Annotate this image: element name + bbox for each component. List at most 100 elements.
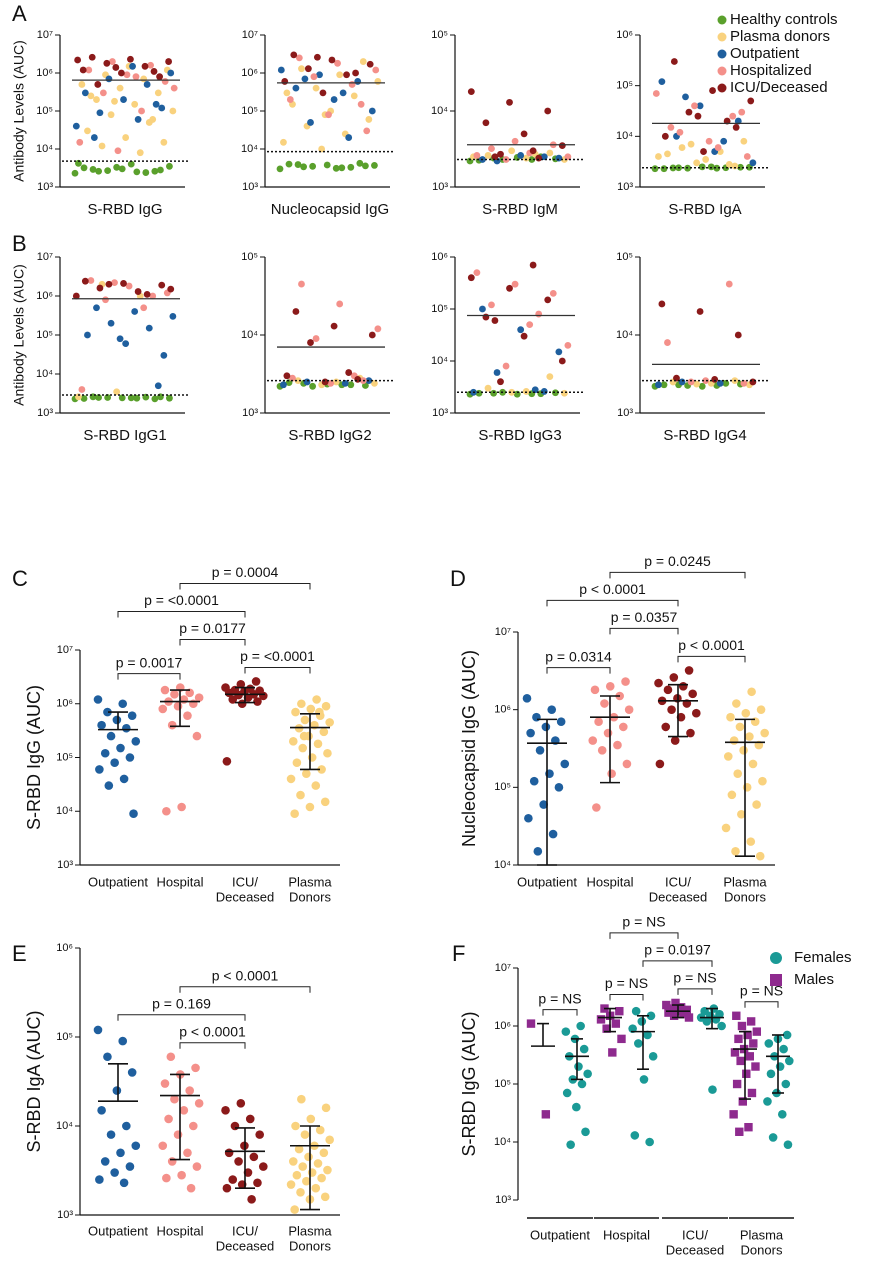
data-point bbox=[540, 153, 548, 161]
data-point bbox=[497, 150, 504, 158]
data-point bbox=[313, 1159, 323, 1168]
data-point bbox=[639, 1075, 649, 1084]
data-point bbox=[365, 116, 373, 123]
data-point bbox=[104, 394, 112, 401]
y-tick-label: 10⁵ bbox=[56, 1031, 73, 1043]
data-point bbox=[768, 1133, 778, 1142]
data-point bbox=[622, 759, 632, 769]
data-point bbox=[667, 124, 675, 131]
data-point bbox=[103, 707, 112, 717]
data-point bbox=[166, 1052, 176, 1062]
legend-label: Females bbox=[794, 949, 852, 966]
data-point bbox=[157, 166, 164, 174]
data-point bbox=[670, 736, 680, 745]
p-value-label: p = 0.0017 bbox=[116, 654, 183, 670]
bracket bbox=[546, 667, 611, 674]
data-point bbox=[547, 705, 557, 714]
data-point bbox=[705, 137, 713, 145]
data-point bbox=[317, 765, 326, 774]
data-point bbox=[118, 699, 128, 709]
data-point bbox=[602, 1024, 611, 1033]
data-point bbox=[102, 296, 109, 304]
data-point bbox=[506, 98, 513, 106]
data-point bbox=[574, 1062, 583, 1071]
data-point bbox=[579, 1044, 589, 1054]
data-point bbox=[147, 61, 154, 69]
data-point bbox=[179, 1106, 189, 1115]
x-tick-label: Plasma bbox=[740, 1227, 784, 1242]
data-point bbox=[747, 97, 755, 105]
data-point bbox=[112, 1086, 122, 1095]
legend-marker bbox=[717, 15, 727, 25]
data-point bbox=[676, 128, 684, 136]
data-point bbox=[281, 78, 289, 85]
bracket bbox=[642, 960, 713, 967]
data-point bbox=[228, 1175, 238, 1184]
data-point bbox=[737, 1021, 747, 1031]
data-point bbox=[313, 53, 321, 61]
data-point bbox=[162, 1173, 171, 1183]
data-point bbox=[473, 152, 481, 159]
data-point bbox=[132, 73, 140, 81]
data-point bbox=[619, 722, 628, 732]
legend-marker bbox=[717, 32, 727, 42]
data-point bbox=[320, 797, 330, 807]
data-point bbox=[94, 81, 102, 88]
data-point bbox=[711, 375, 719, 383]
data-point bbox=[319, 1148, 329, 1158]
data-point bbox=[371, 162, 378, 169]
data-point bbox=[167, 69, 175, 77]
data-point bbox=[288, 737, 298, 746]
data-point bbox=[149, 292, 157, 300]
data-point bbox=[319, 727, 329, 737]
data-point bbox=[325, 111, 332, 119]
data-point bbox=[658, 78, 666, 86]
y-tick-label: 10⁴ bbox=[36, 143, 53, 155]
data-point bbox=[696, 308, 704, 315]
data-point bbox=[255, 1130, 264, 1139]
p-value-label: p = NS bbox=[605, 975, 648, 991]
data-point bbox=[502, 362, 510, 370]
data-point bbox=[194, 1098, 204, 1108]
data-point bbox=[84, 127, 91, 135]
data-point bbox=[112, 64, 120, 71]
data-point bbox=[296, 790, 305, 800]
data-point bbox=[276, 165, 284, 173]
data-point bbox=[693, 380, 701, 388]
data-point bbox=[330, 96, 338, 103]
data-point bbox=[169, 312, 177, 320]
data-point bbox=[745, 732, 754, 741]
x-tick-label: Deceased bbox=[216, 1238, 275, 1253]
x-tick-label: Deceased bbox=[216, 889, 275, 904]
y-tick-label: 10⁴ bbox=[616, 130, 633, 142]
y-tick-label: 10⁶ bbox=[431, 251, 448, 263]
data-point bbox=[166, 162, 173, 170]
data-point bbox=[298, 1162, 308, 1171]
data-point bbox=[732, 1011, 741, 1020]
y-tick-label: 10⁶ bbox=[241, 67, 258, 79]
data-point bbox=[288, 1157, 298, 1166]
data-point bbox=[488, 145, 495, 153]
data-point bbox=[152, 100, 160, 108]
data-point bbox=[751, 1062, 760, 1071]
p-value-label: p < 0.0001 bbox=[179, 1023, 246, 1039]
data-point bbox=[164, 1114, 173, 1124]
y-axis-label: Antibody Levels (AUC) bbox=[11, 40, 27, 182]
data-point bbox=[116, 1148, 125, 1158]
p-value-label: p = <0.0001 bbox=[240, 648, 315, 664]
data-point bbox=[191, 1063, 200, 1073]
data-point bbox=[617, 1034, 626, 1044]
data-point bbox=[648, 1052, 658, 1061]
data-point bbox=[484, 152, 492, 159]
data-point bbox=[637, 1017, 647, 1026]
data-point bbox=[88, 53, 96, 61]
data-point bbox=[522, 388, 530, 395]
data-point bbox=[162, 806, 171, 816]
y-tick-label: 10³ bbox=[37, 407, 53, 419]
data-point bbox=[363, 127, 371, 135]
data-point bbox=[535, 745, 545, 755]
data-point bbox=[755, 851, 765, 861]
x-tick-label: Hospital bbox=[157, 874, 204, 889]
data-point bbox=[338, 164, 346, 172]
y-tick-label: 10⁵ bbox=[494, 1078, 511, 1090]
